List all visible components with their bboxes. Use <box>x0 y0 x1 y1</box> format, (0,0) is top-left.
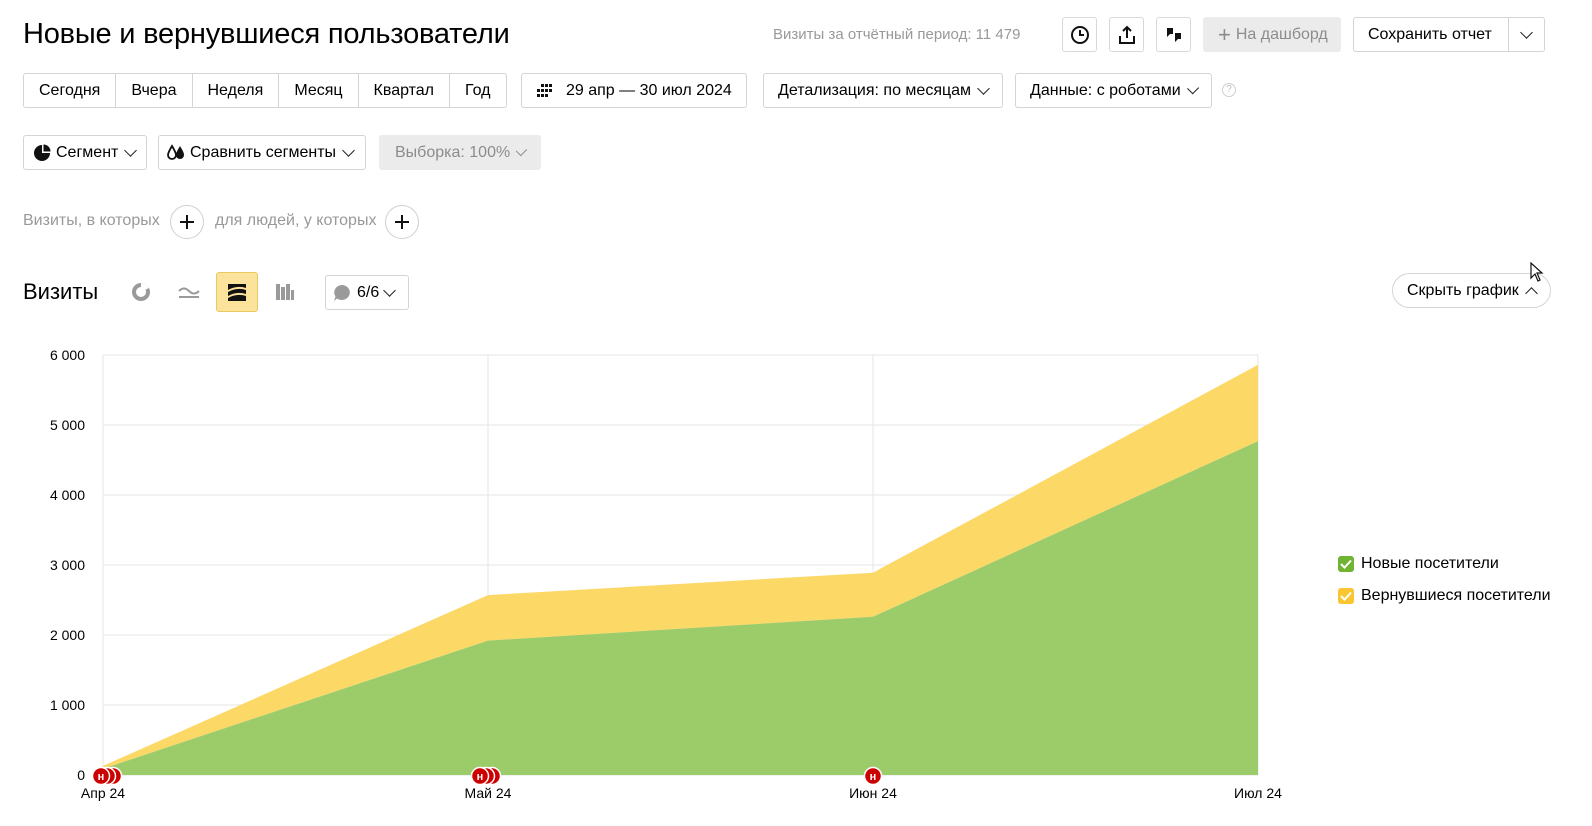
add-people-filter-button[interactable] <box>385 205 419 239</box>
sample-label: Выборка: 100% <box>395 143 511 161</box>
chevron-down-icon <box>1186 81 1199 95</box>
line-chart-icon <box>178 287 200 298</box>
bar-chart-icon <box>276 284 294 300</box>
annotation-marker[interactable]: н <box>863 766 883 786</box>
x-tick-label: Апр 24 <box>81 785 125 801</box>
export-button[interactable] <box>1109 17 1144 52</box>
x-tick-label: Май 24 <box>465 785 512 801</box>
data-mode-label: Данные: с роботами <box>1030 81 1181 99</box>
chart-type-line[interactable] <box>168 272 210 312</box>
chart-type-area[interactable] <box>216 272 258 312</box>
chevron-up-icon <box>1524 286 1538 300</box>
y-tick-label: 1 000 <box>50 697 85 713</box>
comment-icon <box>334 284 350 301</box>
area-chart-icon <box>228 284 246 301</box>
share-icon <box>1118 25 1135 44</box>
chevron-down-icon <box>1520 25 1533 39</box>
history-button[interactable] <box>1062 17 1097 52</box>
feedback-button[interactable] <box>1156 17 1191 52</box>
y-tick-label: 5 000 <box>50 417 85 433</box>
data-mode-dropdown[interactable]: Данные: с роботами <box>1015 73 1212 108</box>
period-today[interactable]: Сегодня <box>24 74 117 107</box>
add-visit-filter-button[interactable] <box>170 205 204 239</box>
y-tick-label: 0 <box>77 767 85 783</box>
help-icon[interactable]: ? <box>1222 83 1236 97</box>
calendar-icon <box>537 83 552 97</box>
annotations-count: 6/6 <box>357 283 380 301</box>
y-tick-label: 6 000 <box>50 347 85 363</box>
chevron-down-icon <box>124 143 138 157</box>
mouse-cursor-icon <box>1530 262 1544 282</box>
save-options-dropdown[interactable] <box>1508 17 1545 52</box>
plus-icon: + <box>1218 21 1231 47</box>
segment-label: Сегмент <box>56 143 119 161</box>
chart-section-title: Визиты <box>23 279 99 304</box>
drops-icon <box>167 143 184 160</box>
visits-filter-label: Визиты, в которых <box>23 212 160 229</box>
checkbox-checked-icon <box>1338 556 1354 572</box>
checkbox-checked-icon <box>1338 588 1354 604</box>
chevron-down-icon <box>516 144 528 156</box>
y-tick-label: 4 000 <box>50 487 85 503</box>
series-area-returning[interactable] <box>103 364 1258 769</box>
period-week[interactable]: Неделя <box>193 74 280 107</box>
x-axis-ticks: Апр 24 Май 24 Июн 24 Июл 24 <box>81 785 1282 801</box>
period-quarter[interactable]: Квартал <box>359 74 451 107</box>
annotation-marker[interactable]: н <box>91 766 123 786</box>
plus-icon <box>395 215 409 229</box>
period-selector: Сегодня Вчера Неделя Месяц Квартал Год <box>23 73 507 108</box>
plus-icon <box>180 215 194 229</box>
area-chart: 0 1 000 2 000 3 000 4 000 5 000 6 000 Апр 24 Ма… <box>50 347 1282 801</box>
y-axis-ticks: 0 1 000 2 000 3 000 4 000 5 000 6 000 <box>50 347 85 783</box>
save-report-button[interactable]: Сохранить отчет <box>1353 17 1509 52</box>
pie-icon <box>34 144 51 161</box>
annotation-marker-label: н <box>870 771 877 783</box>
compare-segments-label: Сравнить сегменты <box>190 143 337 161</box>
annotation-marker[interactable]: н <box>470 766 502 786</box>
pie-chart-icon <box>132 283 150 301</box>
chart-areas <box>103 364 1258 775</box>
sample-dropdown[interactable]: Выборка: 100% <box>379 135 541 170</box>
hide-chart-button[interactable]: Скрыть график <box>1392 273 1551 308</box>
date-range-label: 29 апр — 30 июл 2024 <box>566 81 732 99</box>
chart-type-bar[interactable] <box>264 272 306 312</box>
annotations-dropdown[interactable]: 6/6 <box>325 275 409 310</box>
period-year[interactable]: Год <box>465 81 491 99</box>
hide-chart-label: Скрыть график <box>1407 281 1519 299</box>
segment-dropdown[interactable]: Сегмент <box>23 135 147 170</box>
add-to-dashboard-label: На дашборд <box>1235 25 1328 43</box>
legend-label-new: Новые посетители <box>1361 555 1499 572</box>
chart-type-pie[interactable] <box>120 272 162 312</box>
legend-item-returning[interactable]: Вернувшиеся посетители <box>1338 587 1551 605</box>
compare-segments-dropdown[interactable]: Сравнить сегменты <box>158 135 366 170</box>
chevron-down-icon <box>977 81 990 95</box>
period-yesterday[interactable]: Вчера <box>116 74 193 107</box>
legend-item-new[interactable]: Новые посетители <box>1338 555 1499 573</box>
annotation-marker-label: н <box>98 771 105 783</box>
add-to-dashboard-button[interactable]: + На дашборд <box>1203 17 1341 52</box>
y-tick-label: 3 000 <box>50 557 85 573</box>
annotation-marker-label: н <box>477 771 484 783</box>
date-range-picker[interactable]: 29 апр — 30 июл 2024 <box>521 73 747 108</box>
save-report-label: Сохранить отчет <box>1368 25 1492 43</box>
quote-icon <box>1166 27 1181 42</box>
x-tick-label: Июл 24 <box>1234 785 1282 801</box>
legend-label-returning: Вернувшиеся посетители <box>1361 587 1551 604</box>
y-tick-label: 2 000 <box>50 627 85 643</box>
detail-label: Детализация: по месяцам <box>778 81 972 99</box>
people-filter-label: для людей, у которых <box>215 212 377 229</box>
chevron-down-icon <box>383 283 397 297</box>
visits-total: Визиты за отчётный период: 11 479 <box>773 26 1021 43</box>
x-tick-label: Июн 24 <box>849 785 897 801</box>
period-month[interactable]: Месяц <box>279 74 359 107</box>
series-area-new[interactable] <box>103 441 1258 775</box>
clock-icon <box>1070 25 1089 44</box>
detail-dropdown[interactable]: Детализация: по месяцам <box>763 73 1003 108</box>
page-title: Новые и вернувшиеся пользователи <box>23 18 510 50</box>
chevron-down-icon <box>342 143 355 157</box>
